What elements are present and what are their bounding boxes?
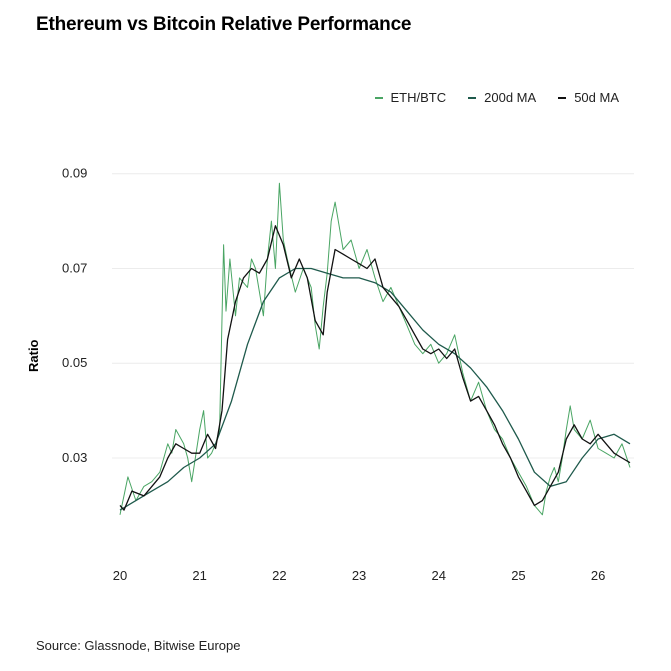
- y-tick-label: 0.05: [62, 355, 87, 370]
- y-tick-label: 0.09: [62, 166, 87, 181]
- legend-item-eth-btc[interactable]: ETH/BTC: [374, 90, 447, 105]
- x-tick-label: 26: [591, 568, 605, 583]
- legend-label-eth-btc: ETH/BTC: [390, 90, 447, 105]
- x-tick-label: 21: [192, 568, 206, 583]
- legend: ETH/BTC 200d MA 50d MA: [374, 90, 619, 105]
- legend-item-50d-ma[interactable]: 50d MA: [558, 90, 619, 105]
- legend-item-200d-ma[interactable]: 200d MA: [468, 90, 536, 105]
- x-tick-label: 25: [511, 568, 525, 583]
- chart-title: Ethereum vs Bitcoin Relative Performance: [36, 14, 412, 35]
- x-tick-label: 23: [352, 568, 366, 583]
- tick-labels: 0.03 0.05 0.07 0.09 20 21 22 23 24 25 26: [62, 166, 605, 583]
- series-lines: [119, 182, 631, 516]
- x-tick-label: 20: [113, 568, 127, 583]
- legend-label-50d-ma: 50d MA: [574, 90, 619, 105]
- ma-50d-line: [119, 225, 631, 511]
- ma-200d-line: [119, 267, 631, 511]
- legend-swatch-200d-ma: [468, 96, 477, 99]
- grid-lines: [112, 173, 634, 459]
- eth-btc-line: [119, 182, 631, 516]
- legend-swatch-eth-btc: [374, 96, 383, 99]
- y-tick-label: 0.03: [62, 450, 87, 465]
- legend-swatch-50d-ma: [558, 96, 567, 99]
- source-note: Source: Glassnode, Bitwise Europe: [36, 638, 241, 653]
- y-tick-label: 0.07: [62, 260, 87, 275]
- x-tick-label: 24: [432, 568, 446, 583]
- x-tick-label: 22: [272, 568, 286, 583]
- legend-label-200d-ma: 200d MA: [484, 90, 537, 105]
